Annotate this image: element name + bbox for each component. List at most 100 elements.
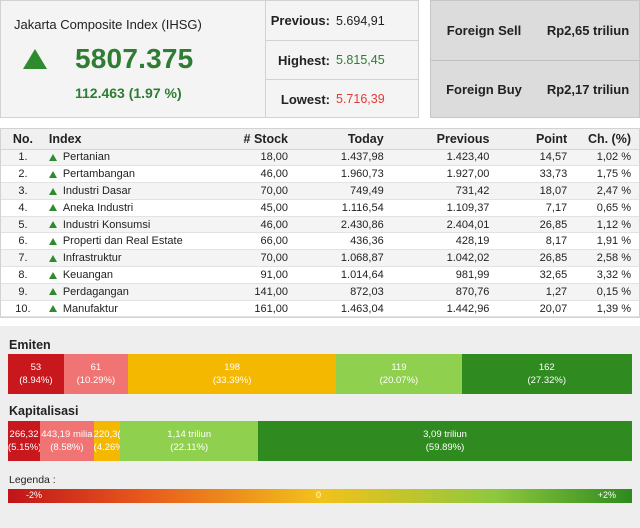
kapitalisasi-segment-value: 266,32 xyxy=(9,428,39,440)
foreign-buy-row: Foreign Buy Rp2,17 triliun xyxy=(431,60,639,118)
row-no: 8. xyxy=(1,266,45,284)
row-no: 4. xyxy=(1,199,45,217)
row-no: 6. xyxy=(1,232,45,251)
row-change: 1,12 % xyxy=(575,216,639,234)
highest-row: Highest: 5.815,45 xyxy=(266,40,418,79)
row-index-name: Perdagangan xyxy=(44,283,225,301)
row-stock: 18,00 xyxy=(224,149,296,167)
legend-min: -2% xyxy=(26,490,43,500)
row-change: 1,75 % xyxy=(575,165,639,184)
emiten-segment-percent: (10.29%) xyxy=(76,375,116,386)
row-point: 33,73 xyxy=(497,165,576,184)
col-point[interactable]: Point xyxy=(497,129,576,150)
row-today: 1.960,73 xyxy=(296,165,392,184)
row-no: 1. xyxy=(1,149,45,167)
row-no: 9. xyxy=(1,283,45,301)
row-change: 1,02 % xyxy=(575,149,639,167)
row-change: 3,32 % xyxy=(575,266,639,284)
table-row[interactable]: 1. Pertanian 18,00 1.437,98 1.423,40 14,57 1,0… xyxy=(1,149,639,167)
emiten-segment[interactable]: 119 (20.07%) xyxy=(336,354,462,394)
triangle-up-icon xyxy=(48,153,57,161)
row-index-name: Infrastruktur xyxy=(44,249,225,268)
emiten-segment[interactable]: 162 (27.32%) xyxy=(461,354,632,394)
row-previous: 870,76 xyxy=(391,283,498,301)
foreign-sell-value: Rp2,65 triliun xyxy=(546,22,630,38)
table-row[interactable]: 2. Pertambangan 46,00 1.960,73 1.927,00 33,73… xyxy=(1,165,639,184)
triangle-up-icon xyxy=(48,187,57,195)
row-stock: 46,00 xyxy=(224,165,296,184)
foreign-sell-label: Foreign Sell xyxy=(446,22,522,38)
col-index[interactable]: Index xyxy=(44,129,225,150)
row-today: 1.068,87 xyxy=(296,249,392,268)
kapitalisasi-segment-value: 443,19 milia xyxy=(41,428,93,440)
ihsg-title: Jakarta Composite Index (IHSG) xyxy=(14,17,202,32)
col-no[interactable]: No. xyxy=(1,129,45,150)
row-point: 1,27 xyxy=(497,283,576,301)
kapitalisasi-title: Kapitalisasi xyxy=(9,404,79,418)
row-index-label: Industri Dasar xyxy=(62,184,132,197)
row-previous: 731,42 xyxy=(391,182,498,200)
row-previous: 2.404,01 xyxy=(391,216,498,234)
table-row[interactable]: 6. Properti dan Real Estate 66,00 436,36 428… xyxy=(1,232,639,251)
row-stock: 70,00 xyxy=(224,182,296,200)
row-stock: 141,00 xyxy=(224,283,296,301)
row-index-label: Industri Konsumsi xyxy=(62,218,151,231)
row-index-label: Perdagangan xyxy=(62,285,129,298)
row-stock: 66,00 xyxy=(224,232,296,251)
row-previous: 1.423,40 xyxy=(391,149,498,167)
row-change: 0,15 % xyxy=(575,283,639,301)
table-row[interactable]: 3. Industri Dasar 70,00 749,49 731,42 18,07 2,… xyxy=(1,182,639,200)
emiten-segment[interactable]: 61 (10.29%) xyxy=(63,354,128,394)
kapitalisasi-segment[interactable]: 1,14 triliun (22.11%) xyxy=(120,421,259,461)
emiten-title: Emiten xyxy=(9,338,51,352)
row-no: 3. xyxy=(1,182,45,200)
table-header-row: No. Index # Stock Today Previous Point C… xyxy=(1,129,639,150)
col-change[interactable]: Ch. (%) xyxy=(575,129,639,150)
row-change: 1,91 % xyxy=(575,232,639,251)
ihsg-card: Jakarta Composite Index (IHSG) 5807.375 … xyxy=(0,0,266,118)
lowest-row: Lowest: 5.716,39 xyxy=(266,79,418,118)
emiten-segment-value: 162 xyxy=(538,361,555,373)
kapitalisasi-segment[interactable]: 3,09 triliun (59.89%) xyxy=(258,421,632,461)
lowest-value: 5.716,39 xyxy=(336,92,385,106)
row-point: 18,07 xyxy=(497,182,576,200)
row-point: 8,17 xyxy=(497,232,576,251)
table-row[interactable]: 4. Aneka Industri 45,00 1.116,54 1.109,37 7,1… xyxy=(1,199,639,217)
table-row[interactable]: 10. Manufaktur 161,00 1.463,04 1.442,96 20,07… xyxy=(1,300,639,318)
row-change: 1,39 % xyxy=(575,300,639,318)
previous-value: 5.694,91 xyxy=(336,13,385,28)
emiten-bar: 53 (8.94%) 61 (10.29%) 198 (33.39%) 119 (20.07%… xyxy=(8,354,632,394)
row-previous: 428,19 xyxy=(391,232,498,251)
kapitalisasi-segment[interactable]: 220,3((4.26% xyxy=(93,421,121,461)
col-previous[interactable]: Previous xyxy=(391,129,498,150)
row-index-label: Infrastruktur xyxy=(62,252,122,265)
emiten-segment-value: 198 xyxy=(224,361,241,373)
row-point: 32,65 xyxy=(497,266,576,284)
lowest-label: Lowest: xyxy=(280,91,330,107)
emiten-segment-value: 119 xyxy=(391,361,407,373)
kapitalisasi-segment-value: 220,3( xyxy=(93,428,121,440)
col-stock[interactable]: # Stock xyxy=(224,129,296,150)
row-index-name: Industri Konsumsi xyxy=(44,216,225,234)
row-point: 26,85 xyxy=(497,216,576,234)
foreign-flow-card: Foreign Sell Rp2,65 triliun Foreign Buy … xyxy=(430,0,640,118)
emiten-segment[interactable]: 198 (33.39%) xyxy=(127,354,337,394)
table-row[interactable]: 5. Industri Konsumsi 46,00 2.430,86 2.404,01… xyxy=(1,216,639,234)
emiten-segment-percent: (27.32%) xyxy=(527,375,567,386)
triangle-up-icon xyxy=(48,271,57,279)
table-row[interactable]: 8. Keuangan 91,00 1.014,64 981,99 32,65 3,32 % xyxy=(1,266,639,284)
row-no: 10. xyxy=(1,300,45,318)
kapitalisasi-segment[interactable]: 443,19 milia (8.58%) xyxy=(40,421,94,461)
kapitalisasi-segment[interactable]: 266,32 (5.15%) xyxy=(8,421,41,461)
table-row[interactable]: 9. Perdagangan 141,00 872,03 870,76 1,27 0,15 … xyxy=(1,283,639,301)
triangle-up-icon xyxy=(48,305,57,313)
row-today: 1.014,64 xyxy=(296,266,392,284)
triangle-up-icon xyxy=(48,221,57,229)
table-row[interactable]: 7. Infrastruktur 70,00 1.068,87 1.042,02 26,8… xyxy=(1,249,639,268)
ihsg-value: 5807.375 xyxy=(75,43,194,74)
col-today[interactable]: Today xyxy=(296,129,392,150)
row-index-label: Properti dan Real Estate xyxy=(62,235,183,248)
emiten-segment[interactable]: 53 (8.94%) xyxy=(8,354,64,394)
row-today: 1.437,98 xyxy=(296,149,392,167)
row-index-name: Pertambangan xyxy=(44,165,225,184)
